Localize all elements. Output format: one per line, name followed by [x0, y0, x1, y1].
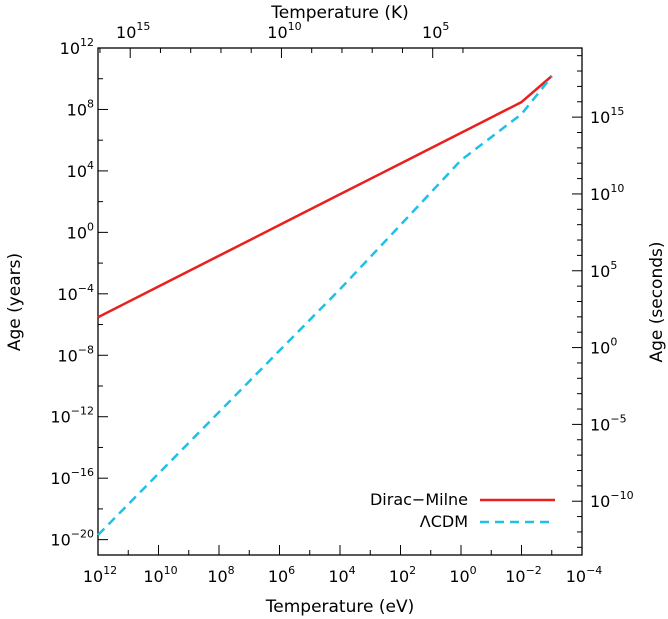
x2-axis-label: Temperature (K) [270, 3, 409, 23]
y2-tick-label: 1010 [590, 182, 624, 204]
x2-tick-label: 105 [422, 20, 449, 42]
y-tick-label: 104 [67, 159, 94, 181]
y-tick-label: 1012 [60, 36, 94, 58]
y2-tick-label: 10−10 [590, 489, 634, 511]
y2-tick-label: 105 [590, 259, 617, 281]
y-tick-label: 10−12 [50, 405, 94, 427]
y-tick-label: 108 [67, 97, 94, 119]
x-tick-label: 1012 [83, 564, 117, 586]
y-tick-label: 10−4 [57, 282, 94, 304]
x-tick-label: 106 [268, 564, 295, 586]
y-tick-label: 10−8 [57, 343, 94, 365]
x-tick-label: 104 [328, 564, 355, 586]
legend-label-dirac-milne: Dirac−Milne [370, 490, 468, 509]
series-line-lcdm [97, 75, 553, 536]
y-tick-label: 10−20 [50, 528, 94, 550]
series-layer [97, 75, 553, 536]
x-tick-label: 1010 [143, 564, 177, 586]
y-tick-label: 100 [67, 220, 94, 242]
legend: Dirac−Milne ΛCDM [370, 490, 555, 531]
y2-tick-label: 100 [590, 336, 617, 358]
y2-axis-label: Age (seconds) [647, 241, 667, 362]
tick-marks [97, 47, 583, 555]
x-tick-label: 108 [207, 564, 234, 586]
y-axis-label: Age (years) [5, 253, 25, 351]
y-tick-label: 10−16 [50, 466, 94, 488]
plot-frame [97, 47, 583, 556]
tick-labels: 1012 1010 108 106 104 102 100 10−2 10−4 10−20 10−1… [50, 20, 634, 586]
series-line-dirac-milne [97, 75, 553, 319]
legend-label-lcdm: ΛCDM [420, 512, 468, 531]
y2-tick-label: 10−5 [590, 412, 627, 434]
x2-tick-label: 1015 [116, 20, 150, 42]
x2-tick-label: 1010 [267, 20, 301, 42]
x-tick-label: 102 [389, 564, 416, 586]
x-tick-label: 100 [449, 564, 476, 586]
x-axis-label: Temperature (eV) [265, 597, 414, 617]
x-tick-label: 10−2 [505, 564, 542, 586]
y2-tick-label: 1015 [590, 105, 624, 127]
x-tick-label: 10−4 [566, 564, 603, 586]
